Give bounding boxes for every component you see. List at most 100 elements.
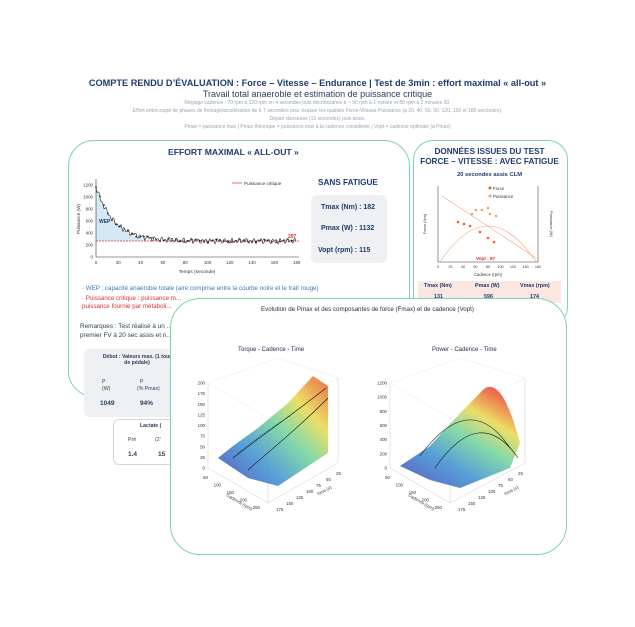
time-tick-label: 150: [468, 501, 476, 506]
fv-table-head-tmax: Tmax (Nm): [424, 283, 452, 289]
time-tick-label: 125: [296, 495, 304, 500]
z-tick-label: 0: [203, 466, 206, 471]
power-sample: [263, 238, 265, 241]
power-point: [474, 208, 478, 212]
legend-force: Force: [493, 186, 505, 191]
critical-power-legend: · Puissance critique : puissance m... pu…: [82, 295, 182, 310]
time-tick-label: 175: [458, 507, 466, 512]
fv-table-head-pmax: Pmax (W): [475, 283, 500, 289]
col1-unit: (W): [102, 386, 111, 392]
vopt-label: Vopt : 87: [476, 256, 496, 261]
power-sample: [119, 225, 121, 228]
col1-value: 1049: [100, 400, 115, 407]
z-tick-label: 100: [198, 423, 206, 428]
fv-title-line2: FORCE – VITESSE : AVEC FATIGUE: [420, 157, 559, 166]
cadence-tick-label: 50: [385, 475, 390, 480]
fv-x-tick: 80: [486, 265, 490, 269]
power-point: [470, 212, 474, 216]
z-tick-label: 1000: [377, 395, 387, 400]
z-tick-label: 1200: [377, 381, 387, 386]
power-sample: [111, 219, 113, 221]
all-out-power-chart: Puissance critique WEP 297 0200400600800…: [76, 179, 301, 275]
col2-head: P: [140, 379, 144, 385]
power-sample: [283, 239, 285, 241]
cadence-tick-label: 100: [396, 483, 404, 488]
time-tick-label: 75: [498, 483, 503, 488]
legend-power: Puissance: [493, 194, 514, 199]
col2-value: 94%: [140, 400, 154, 407]
power-sample: [103, 204, 105, 206]
force-point: [468, 224, 472, 228]
force-velocity-title: DONNÉES ISSUES DU TEST FORCE – VITESSE :…: [413, 147, 566, 167]
x-tick-label: 100: [204, 260, 212, 265]
power-sample: [123, 227, 125, 229]
power-sample: [255, 241, 257, 243]
force-point: [462, 222, 466, 226]
fv-x-tick: 60: [473, 265, 477, 269]
y-tick-label: 200: [86, 243, 94, 248]
power-sample: [235, 239, 237, 242]
metric-tmax: Tmax (Nm) : 182: [321, 204, 376, 211]
note-line: Départ danseuse (15 secondes) puis assis…: [269, 116, 366, 122]
condition-label: SANS FATIGUE: [318, 178, 378, 187]
power-x-label: Cadence (rpm): [408, 493, 436, 512]
lactate-col1: Pré: [128, 437, 137, 443]
report-title: COMPTE RENDU D’ÉVALUATION : Force – Vite…: [88, 78, 547, 88]
time-tick-label: 50: [326, 477, 331, 482]
power-sample: [203, 241, 205, 243]
time-tick-label: 100: [488, 489, 496, 494]
power-surface: [400, 386, 520, 488]
metric-vopt: Vopt (rpm) : 115: [318, 247, 371, 254]
power-sample: [227, 241, 229, 244]
x-tick-label: 180: [293, 260, 301, 265]
torque-surface: [218, 376, 328, 486]
left-axis-label: Force (Nm): [422, 213, 427, 234]
force-fit-line: [441, 195, 537, 259]
force-point: [478, 230, 482, 234]
power-sample: [275, 241, 277, 244]
time-tick-label: 150: [286, 501, 294, 506]
power-sample: [183, 241, 185, 243]
power-sample: [187, 240, 189, 242]
power-plot-title: Power - Cadence - Time: [432, 347, 497, 353]
power-sample: [251, 241, 253, 244]
power-sample: [259, 239, 261, 242]
fv-x-label: Cadence (rpm): [474, 272, 503, 277]
power-sample: [191, 238, 193, 241]
fv-x-tick: 100: [497, 265, 503, 269]
cadence-tick-label: 250: [253, 505, 261, 510]
power-sample: [215, 238, 217, 241]
cadence-tick-label: 200: [240, 498, 248, 503]
fv-x-tick: 20: [448, 265, 452, 269]
power-sample: [95, 186, 97, 188]
y-tick-label: 400: [86, 231, 94, 236]
power-sample: [155, 239, 157, 241]
z-tick-label: 400: [380, 437, 388, 442]
z-tick-label: 200: [198, 381, 206, 386]
power-sample: [135, 235, 137, 238]
power-sample: [179, 240, 181, 243]
wep-legend: · WEP : capacité anaérobie totale (aire …: [82, 285, 319, 292]
x-tick-label: 60: [160, 260, 165, 265]
all-out-title: EFFORT MAXIMAL « ALL-OUT »: [168, 147, 299, 157]
note-line: Réglage cadence : 70 rpm à 120 rpm en 4 …: [184, 100, 451, 106]
power-trace: [95, 186, 297, 245]
lactate-val2: 15: [158, 451, 166, 458]
power-y-label: Time (s): [503, 484, 520, 497]
power-sample: [195, 238, 197, 241]
torque-plot-title: Torque - Cadence - Time: [238, 347, 305, 353]
z-tick-label: 25: [200, 455, 205, 460]
power-fit-curve: [439, 225, 537, 263]
power-sample: [223, 240, 225, 242]
z-tick-label: 200: [380, 451, 388, 456]
z-tick-label: 600: [380, 423, 388, 428]
force-point: [456, 220, 460, 224]
metrics-box: [311, 195, 387, 263]
cadence-tick-label: 100: [214, 483, 222, 488]
cadence-tick-label: 50: [203, 475, 208, 480]
power-sample: [239, 238, 241, 241]
time-tick-label: 50: [508, 477, 513, 482]
y-tick-label: 800: [86, 207, 94, 212]
power-sample: [139, 236, 141, 238]
z-tick-label: 800: [380, 409, 388, 414]
